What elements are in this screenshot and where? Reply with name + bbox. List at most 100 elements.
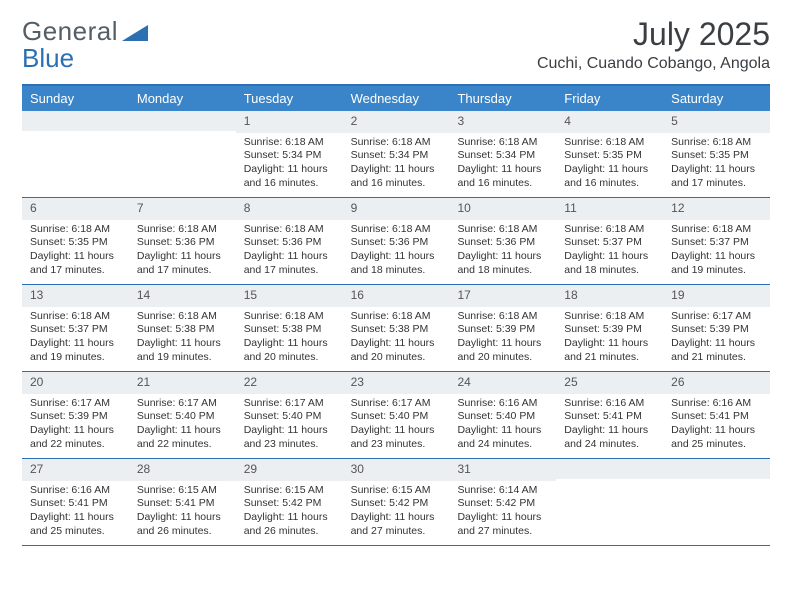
day-number: 23: [343, 372, 450, 394]
day-number: 27: [22, 459, 129, 481]
day-line-d1: Daylight: 11 hours: [244, 511, 335, 525]
day-line-ss: Sunset: 5:39 PM: [671, 323, 762, 337]
day-line-d1: Daylight: 11 hours: [457, 511, 548, 525]
day-line-d2: and 23 minutes.: [244, 438, 335, 452]
day-line-sr: Sunrise: 6:18 AM: [564, 223, 655, 237]
day-number: 18: [556, 285, 663, 307]
day-cell: 3Sunrise: 6:18 AMSunset: 5:34 PMDaylight…: [449, 111, 556, 197]
day-line-ss: Sunset: 5:39 PM: [30, 410, 121, 424]
day-line-d1: Daylight: 11 hours: [30, 250, 121, 264]
day-cell: 29Sunrise: 6:15 AMSunset: 5:42 PMDayligh…: [236, 459, 343, 545]
day-line-ss: Sunset: 5:42 PM: [244, 497, 335, 511]
day-cell: 6Sunrise: 6:18 AMSunset: 5:35 PMDaylight…: [22, 198, 129, 284]
day-line-sr: Sunrise: 6:18 AM: [671, 223, 762, 237]
day-line-ss: Sunset: 5:35 PM: [671, 149, 762, 163]
day-line-d2: and 27 minutes.: [351, 525, 442, 539]
day-line-ss: Sunset: 5:36 PM: [137, 236, 228, 250]
day-line-d2: and 26 minutes.: [137, 525, 228, 539]
day-line-d1: Daylight: 11 hours: [137, 511, 228, 525]
day-number: 6: [22, 198, 129, 220]
day-line-ss: Sunset: 5:40 PM: [457, 410, 548, 424]
day-number: 2: [343, 111, 450, 133]
day-line-ss: Sunset: 5:38 PM: [244, 323, 335, 337]
day-header: Monday: [129, 86, 236, 111]
day-line-d2: and 16 minutes.: [244, 177, 335, 191]
day-line-d2: and 27 minutes.: [457, 525, 548, 539]
day-line-sr: Sunrise: 6:18 AM: [137, 223, 228, 237]
day-cell: 26Sunrise: 6:16 AMSunset: 5:41 PMDayligh…: [663, 372, 770, 458]
day-cell: [556, 459, 663, 545]
day-line-ss: Sunset: 5:41 PM: [137, 497, 228, 511]
month-title: July 2025: [537, 16, 770, 53]
day-number: 11: [556, 198, 663, 220]
day-line-d2: and 19 minutes.: [137, 351, 228, 365]
day-number: 12: [663, 198, 770, 220]
day-cell: 1Sunrise: 6:18 AMSunset: 5:34 PMDaylight…: [236, 111, 343, 197]
day-line-d1: Daylight: 11 hours: [564, 250, 655, 264]
day-cell: 31Sunrise: 6:14 AMSunset: 5:42 PMDayligh…: [449, 459, 556, 545]
day-line-d1: Daylight: 11 hours: [671, 250, 762, 264]
day-cell: 9Sunrise: 6:18 AMSunset: 5:36 PMDaylight…: [343, 198, 450, 284]
day-line-sr: Sunrise: 6:18 AM: [564, 310, 655, 324]
day-line-sr: Sunrise: 6:15 AM: [244, 484, 335, 498]
day-line-d2: and 24 minutes.: [457, 438, 548, 452]
day-line-sr: Sunrise: 6:16 AM: [671, 397, 762, 411]
day-number: 10: [449, 198, 556, 220]
day-line-d2: and 19 minutes.: [30, 351, 121, 365]
day-line-sr: Sunrise: 6:18 AM: [351, 223, 442, 237]
day-line-d1: Daylight: 11 hours: [244, 163, 335, 177]
day-line-d1: Daylight: 11 hours: [457, 337, 548, 351]
day-line-d2: and 18 minutes.: [564, 264, 655, 278]
day-body: Sunrise: 6:18 AMSunset: 5:36 PMDaylight:…: [449, 220, 556, 284]
day-line-sr: Sunrise: 6:18 AM: [137, 310, 228, 324]
day-line-ss: Sunset: 5:42 PM: [457, 497, 548, 511]
week-row: 6Sunrise: 6:18 AMSunset: 5:35 PMDaylight…: [22, 198, 770, 285]
day-cell: 27Sunrise: 6:16 AMSunset: 5:41 PMDayligh…: [22, 459, 129, 545]
day-number: 19: [663, 285, 770, 307]
day-cell: 4Sunrise: 6:18 AMSunset: 5:35 PMDaylight…: [556, 111, 663, 197]
day-line-d2: and 22 minutes.: [137, 438, 228, 452]
day-line-sr: Sunrise: 6:18 AM: [351, 136, 442, 150]
day-number: 17: [449, 285, 556, 307]
day-body: Sunrise: 6:16 AMSunset: 5:41 PMDaylight:…: [556, 394, 663, 458]
day-line-sr: Sunrise: 6:17 AM: [351, 397, 442, 411]
title-block: July 2025 Cuchi, Cuando Cobango, Angola: [537, 16, 770, 73]
day-cell: 7Sunrise: 6:18 AMSunset: 5:36 PMDaylight…: [129, 198, 236, 284]
day-cell: 22Sunrise: 6:17 AMSunset: 5:40 PMDayligh…: [236, 372, 343, 458]
day-line-d2: and 16 minutes.: [457, 177, 548, 191]
day-header: Friday: [556, 86, 663, 111]
day-line-d1: Daylight: 11 hours: [671, 337, 762, 351]
day-cell: 25Sunrise: 6:16 AMSunset: 5:41 PMDayligh…: [556, 372, 663, 458]
day-line-d1: Daylight: 11 hours: [351, 163, 442, 177]
day-cell: 5Sunrise: 6:18 AMSunset: 5:35 PMDaylight…: [663, 111, 770, 197]
day-line-d1: Daylight: 11 hours: [671, 424, 762, 438]
day-number: 24: [449, 372, 556, 394]
day-line-ss: Sunset: 5:41 PM: [564, 410, 655, 424]
day-body: Sunrise: 6:18 AMSunset: 5:39 PMDaylight:…: [449, 307, 556, 371]
day-line-ss: Sunset: 5:38 PM: [351, 323, 442, 337]
day-line-d1: Daylight: 11 hours: [351, 337, 442, 351]
day-number: 22: [236, 372, 343, 394]
day-line-ss: Sunset: 5:34 PM: [244, 149, 335, 163]
day-cell: 16Sunrise: 6:18 AMSunset: 5:38 PMDayligh…: [343, 285, 450, 371]
day-line-sr: Sunrise: 6:14 AM: [457, 484, 548, 498]
day-body: Sunrise: 6:18 AMSunset: 5:35 PMDaylight:…: [663, 133, 770, 197]
day-line-d2: and 16 minutes.: [564, 177, 655, 191]
day-body: Sunrise: 6:14 AMSunset: 5:42 PMDaylight:…: [449, 481, 556, 545]
day-number: 7: [129, 198, 236, 220]
day-line-d1: Daylight: 11 hours: [351, 511, 442, 525]
day-number: 26: [663, 372, 770, 394]
day-cell: 28Sunrise: 6:15 AMSunset: 5:41 PMDayligh…: [129, 459, 236, 545]
day-cell: 12Sunrise: 6:18 AMSunset: 5:37 PMDayligh…: [663, 198, 770, 284]
day-body: Sunrise: 6:18 AMSunset: 5:39 PMDaylight:…: [556, 307, 663, 371]
day-line-sr: Sunrise: 6:16 AM: [457, 397, 548, 411]
day-line-sr: Sunrise: 6:17 AM: [30, 397, 121, 411]
day-line-sr: Sunrise: 6:16 AM: [30, 484, 121, 498]
day-line-sr: Sunrise: 6:16 AM: [564, 397, 655, 411]
day-line-sr: Sunrise: 6:15 AM: [137, 484, 228, 498]
day-line-ss: Sunset: 5:36 PM: [351, 236, 442, 250]
day-line-ss: Sunset: 5:40 PM: [351, 410, 442, 424]
week-row: 27Sunrise: 6:16 AMSunset: 5:41 PMDayligh…: [22, 459, 770, 546]
day-number: [22, 111, 129, 131]
day-line-ss: Sunset: 5:36 PM: [457, 236, 548, 250]
